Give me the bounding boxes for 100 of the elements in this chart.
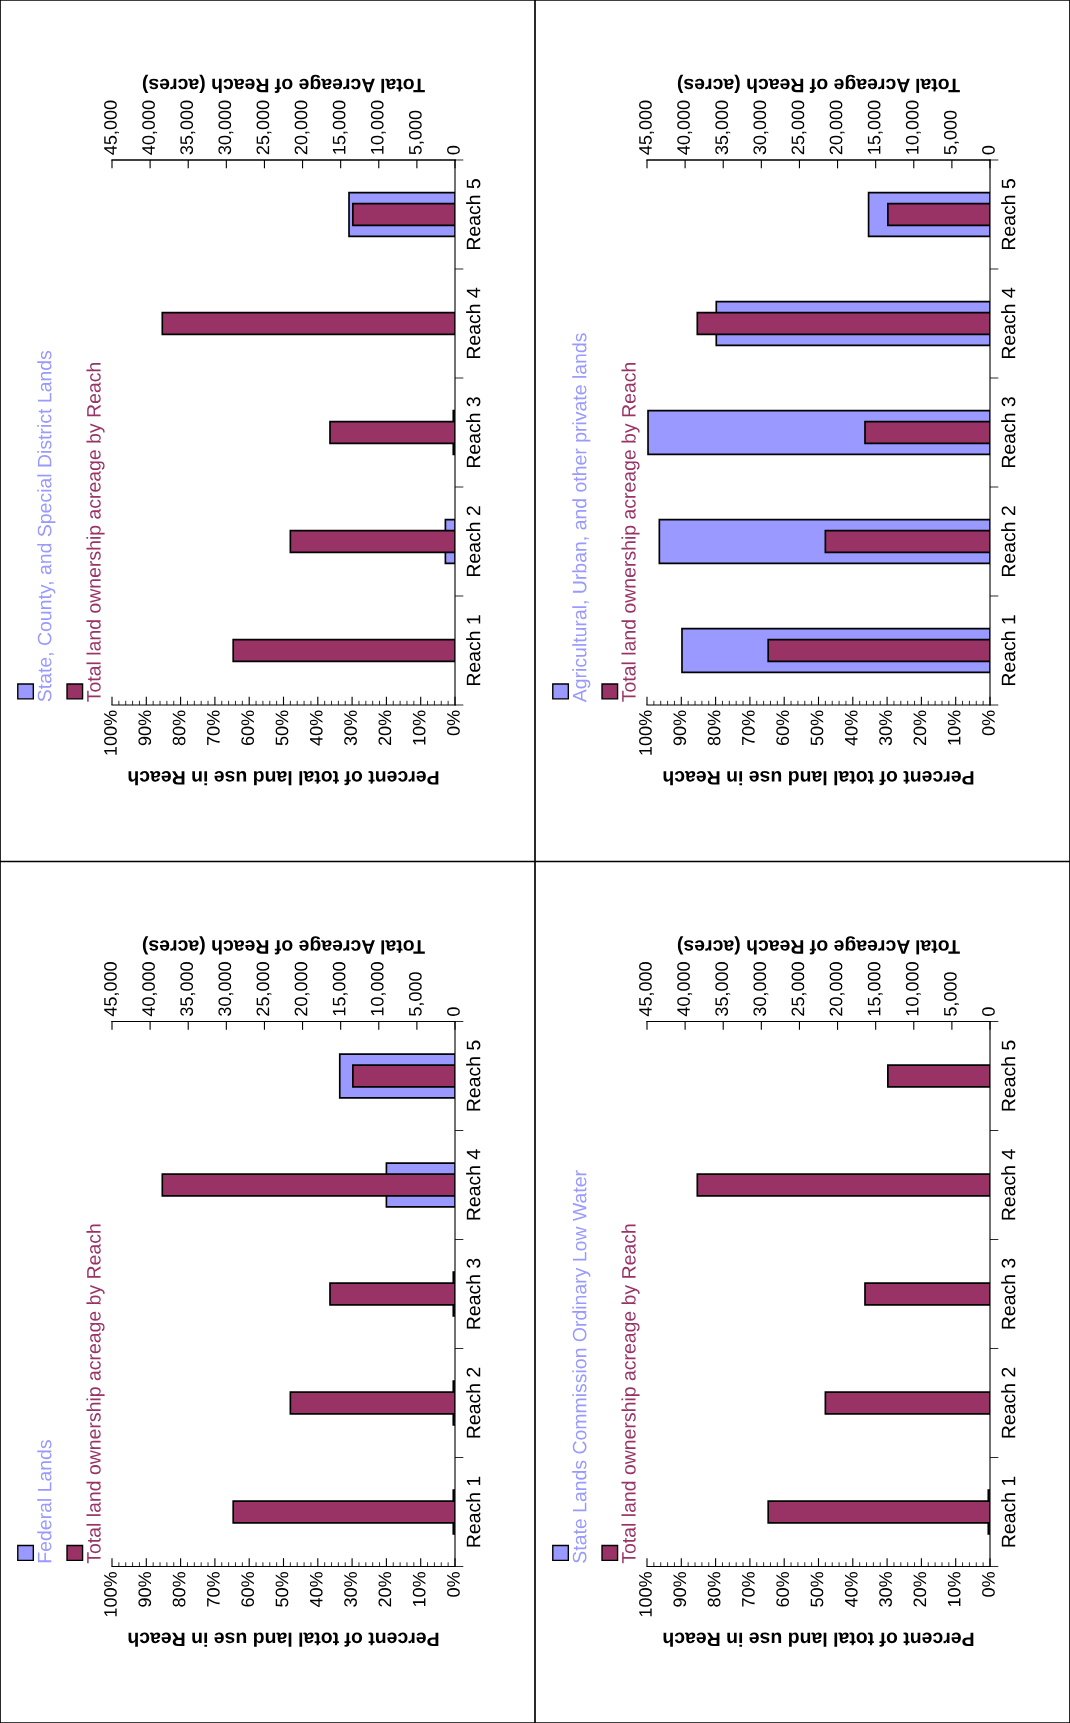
x2-tick-label: 20,000 (829, 100, 845, 155)
x-tick-label: 60% (776, 1572, 790, 1607)
x2-tick-label: 35,000 (715, 962, 731, 1016)
x-axis-title: Percent of total land use in Reach (663, 770, 974, 786)
x-tick-label: 0% (982, 710, 995, 736)
x2-tick-label: 45,000 (104, 962, 119, 1017)
x2-axis-title: Total Acreage of Reach (acres) (677, 74, 960, 93)
text: State, County, and Special District Lands (37, 350, 56, 702)
x2-tick-label: 5,000 (943, 972, 959, 1016)
x-tick-label: 0% (982, 1572, 995, 1597)
x-tick-label: 60% (241, 710, 255, 746)
x-tick-label: 90% (138, 710, 152, 746)
x-tick-label: 80% (707, 710, 721, 746)
y-tick-label: Reach 4 (1001, 1149, 1016, 1220)
x2-tick-label: 0 (982, 145, 995, 155)
x2-tick-label: 30,000 (218, 100, 234, 155)
x-tick-label: 70% (206, 1572, 220, 1607)
x-tick-label: 50% (275, 1572, 289, 1607)
x2-tick-label: 15,000 (867, 962, 883, 1016)
text: Agricultural, Urban, and other private lands (572, 333, 591, 703)
y-tick-label: Reach 4 (466, 1149, 481, 1220)
x-axis-title: Percent of total land use in Reach (663, 1632, 974, 1647)
x-tick-label: 10% (947, 710, 961, 745)
x2-tick-label: 25,000 (791, 962, 807, 1016)
x2-tick-label: 45,000 (639, 962, 654, 1017)
y-tick-label: Reach 1 (466, 1476, 481, 1547)
x2-axis-title: Total Acreage of Reach (acres) (142, 936, 425, 955)
x2-tick-label: 25,000 (791, 100, 807, 155)
x2-tick-label: 40,000 (142, 100, 158, 155)
x-tick-label: 30% (879, 710, 892, 746)
x2-tick-label: 0 (982, 1007, 995, 1016)
x-tick-label: 50% (275, 710, 289, 746)
x-tick-label: 60% (776, 710, 790, 746)
x2-tick-label: 10,000 (370, 962, 386, 1016)
x2-tick-label: 35,000 (180, 962, 196, 1016)
x-tick-label: 40% (309, 710, 323, 746)
x-tick-label: 90% (673, 710, 687, 746)
x-tick-label: 100% (639, 1572, 652, 1617)
x2-tick-label: 25,000 (256, 100, 272, 155)
text: Total land ownership acreage by Reach (86, 363, 105, 702)
x-tick-label: 30% (879, 1572, 892, 1607)
x-tick-label: 70% (741, 1572, 755, 1607)
x2-tick-label: 20,000 (294, 100, 310, 155)
x-tick-label: 80% (707, 1572, 721, 1607)
x-tick-label: 80% (172, 1572, 186, 1607)
x-tick-label: 80% (172, 710, 186, 746)
x2-tick-label: 30,000 (218, 962, 234, 1016)
x-tick-label: 100% (104, 1572, 117, 1617)
y-tick-label: Reach 5 (1001, 179, 1016, 250)
y-tick-label: Reach 2 (1001, 506, 1016, 577)
y-tick-label: Reach 4 (1001, 287, 1016, 359)
x2-tick-label: 5,000 (408, 110, 424, 155)
y-tick-label: Reach 5 (466, 1040, 481, 1111)
x2-tick-label: 30,000 (753, 100, 769, 155)
x-tick-label: 10% (412, 1572, 426, 1607)
x2-tick-label: 45,000 (104, 100, 119, 155)
x-tick-label: 20% (913, 1572, 927, 1607)
x2-tick-label: 5,000 (943, 110, 959, 155)
x-tick-label: 40% (844, 1572, 858, 1608)
x2-axis-title: Total Acreage of Reach (acres) (142, 74, 425, 93)
x-tick-label: 0% (447, 710, 460, 736)
y-tick-label: Reach 3 (466, 1258, 481, 1329)
text: Total land ownership acreage by Reach (621, 363, 640, 702)
x-tick-label: 100% (104, 710, 117, 755)
x-axis-title: Percent of total land use in Reach (128, 1632, 439, 1647)
x-tick-label: 60% (241, 1572, 255, 1607)
x2-tick-label: 40,000 (677, 100, 693, 155)
x2-tick-label: 15,000 (332, 962, 348, 1016)
x-tick-label: 10% (947, 1572, 961, 1607)
y-tick-label: Reach 3 (466, 397, 481, 468)
x2-tick-label: 10,000 (905, 100, 921, 154)
x2-tick-label: 40,000 (677, 962, 693, 1017)
x2-tick-label: 35,000 (715, 100, 731, 155)
x2-tick-label: 15,000 (332, 100, 348, 154)
x2-tick-label: 15,000 (867, 100, 883, 154)
text: State Lands Commission Ordinary Low Water (572, 1170, 591, 1563)
x2-axis-title: Total Acreage of Reach (acres) (677, 936, 960, 955)
x2-tick-label: 0 (447, 145, 460, 155)
y-tick-label: Reach 1 (1001, 1476, 1016, 1547)
x-tick-label: 40% (309, 1572, 323, 1608)
x-tick-label: 20% (378, 1572, 392, 1607)
y-tick-label: Reach 3 (1001, 397, 1016, 468)
x2-tick-label: 40,000 (142, 962, 158, 1017)
x-tick-label: 20% (378, 710, 392, 746)
y-tick-label: Reach 2 (1001, 1367, 1016, 1438)
y-tick-label: Reach 4 (466, 287, 481, 359)
x-tick-label: 90% (673, 1572, 687, 1607)
x2-tick-label: 20,000 (294, 962, 310, 1016)
x2-tick-label: 0 (447, 1007, 460, 1016)
x-axis-title: Percent of total land use in Reach (128, 770, 439, 786)
x-tick-label: 50% (810, 1572, 824, 1607)
y-tick-label: Reach 2 (466, 1367, 481, 1438)
y-tick-label: Reach 1 (466, 615, 481, 686)
x-tick-label: 90% (138, 1572, 152, 1607)
x2-tick-label: 25,000 (256, 962, 272, 1016)
x-tick-label: 20% (913, 710, 927, 746)
y-tick-label: Reach 3 (1001, 1258, 1016, 1329)
x2-tick-label: 10,000 (905, 962, 921, 1016)
x-tick-label: 10% (412, 710, 426, 745)
x2-tick-label: 45,000 (639, 100, 654, 155)
